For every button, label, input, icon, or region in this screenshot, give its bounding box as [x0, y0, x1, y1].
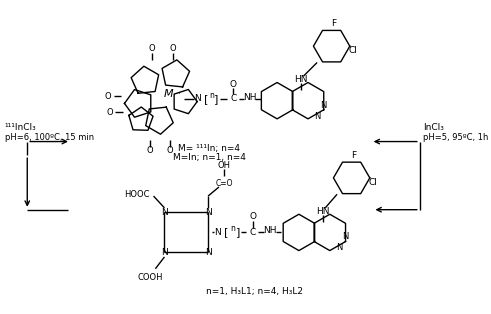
Text: O: O	[230, 80, 237, 89]
Text: O: O	[105, 92, 111, 100]
Text: M: M	[164, 89, 173, 99]
Text: HOOC: HOOC	[124, 190, 150, 199]
Text: N: N	[214, 228, 220, 237]
Text: HN: HN	[294, 75, 307, 84]
Text: N: N	[161, 248, 168, 257]
Text: N: N	[320, 101, 327, 110]
Text: N: N	[205, 248, 212, 257]
Text: NH: NH	[243, 93, 257, 101]
Text: Cl: Cl	[349, 46, 358, 55]
Text: pH=6, 100ºC, 15 min: pH=6, 100ºC, 15 min	[4, 133, 94, 142]
Text: M= ¹¹¹In; n=4: M= ¹¹¹In; n=4	[178, 144, 240, 153]
Text: C: C	[230, 94, 237, 103]
Text: N: N	[194, 94, 200, 103]
Text: n=1, H₃L1; n=4, H₃L2: n=1, H₃L1; n=4, H₃L2	[206, 287, 303, 296]
Text: OH: OH	[218, 161, 231, 170]
Text: F: F	[331, 19, 336, 28]
Text: N: N	[161, 208, 168, 217]
Text: ]: ]	[236, 227, 240, 237]
Text: C: C	[249, 228, 256, 237]
Text: ¹¹¹InCl₃: ¹¹¹InCl₃	[4, 123, 36, 133]
Text: N: N	[336, 243, 342, 252]
Text: ]: ]	[214, 94, 218, 104]
Text: N: N	[342, 232, 349, 241]
Text: O: O	[147, 146, 153, 155]
Text: Cl: Cl	[369, 178, 378, 187]
Text: n: n	[230, 224, 235, 233]
Text: pH=5, 95ºC, 1h: pH=5, 95ºC, 1h	[423, 133, 489, 142]
Text: n: n	[209, 91, 214, 100]
Text: N: N	[205, 208, 212, 217]
Text: O: O	[107, 108, 113, 117]
Text: O: O	[249, 213, 256, 221]
Text: N: N	[314, 111, 320, 121]
Text: InCl₃: InCl₃	[423, 123, 444, 133]
Text: NH: NH	[263, 226, 276, 235]
Text: M=In; n=1, n=4: M=In; n=1, n=4	[172, 154, 246, 162]
Text: C=O: C=O	[216, 179, 233, 188]
Text: O: O	[166, 146, 173, 155]
Text: [: [	[204, 94, 209, 104]
Text: F: F	[351, 151, 356, 160]
Text: [: [	[224, 227, 228, 237]
Text: HN: HN	[316, 207, 329, 216]
Text: ···: ···	[173, 90, 181, 99]
Text: O: O	[169, 44, 176, 53]
Text: O: O	[148, 44, 155, 53]
Text: COOH: COOH	[137, 273, 163, 282]
